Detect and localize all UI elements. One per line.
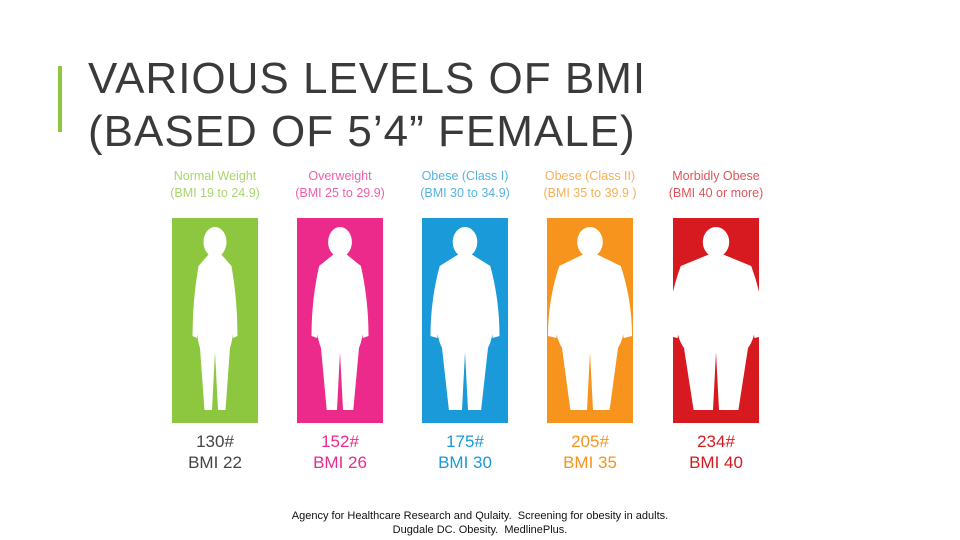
weight: 234# bbox=[697, 432, 735, 451]
accent-bar bbox=[58, 66, 62, 132]
bmi-value: BMI 22 bbox=[188, 453, 242, 472]
panel-range: (BMI 40 or more) bbox=[669, 186, 763, 200]
panel-label: Obese (Class II) bbox=[545, 169, 635, 183]
weight: 205# bbox=[571, 432, 609, 451]
silhouette-head bbox=[203, 227, 227, 257]
silhouette-body bbox=[430, 254, 500, 410]
weight: 130# bbox=[196, 432, 234, 451]
citation: Agency for Healthcare Research and Qulai… bbox=[292, 510, 668, 522]
silhouette-head bbox=[452, 227, 478, 257]
bmi-value: BMI 30 bbox=[438, 453, 492, 472]
silhouette-head bbox=[328, 227, 352, 257]
weight: 152# bbox=[321, 432, 359, 451]
panel-range: (BMI 35 to 39.9 ) bbox=[543, 186, 636, 200]
panel-label: Overweight bbox=[308, 169, 372, 183]
panel-label: Normal Weight bbox=[174, 169, 257, 183]
silhouette-head bbox=[702, 227, 730, 257]
title-line: VARIOUS LEVELS OF BMI bbox=[88, 54, 646, 103]
bmi-value: BMI 26 bbox=[313, 453, 367, 472]
bmi-value: BMI 40 bbox=[689, 453, 743, 472]
bmi-value: BMI 35 bbox=[563, 453, 617, 472]
panel-range: (BMI 25 to 29.9) bbox=[295, 186, 385, 200]
panel-label: Morbidly Obese bbox=[672, 169, 760, 183]
silhouette-body bbox=[192, 254, 238, 410]
weight: 175# bbox=[446, 432, 484, 451]
panel-range: (BMI 30 to 34.9) bbox=[420, 186, 510, 200]
silhouette-body bbox=[668, 254, 764, 410]
panel-label: Obese (Class I) bbox=[422, 169, 509, 183]
citation: Dugdale DC. Obesity. MedlinePlus. bbox=[393, 524, 568, 536]
silhouette-body bbox=[311, 254, 369, 410]
title-line: (BASED OF 5’4” FEMALE) bbox=[88, 107, 636, 156]
panel-range: (BMI 19 to 24.9) bbox=[170, 186, 260, 200]
silhouette-body bbox=[548, 254, 632, 410]
silhouette-head bbox=[577, 227, 603, 257]
